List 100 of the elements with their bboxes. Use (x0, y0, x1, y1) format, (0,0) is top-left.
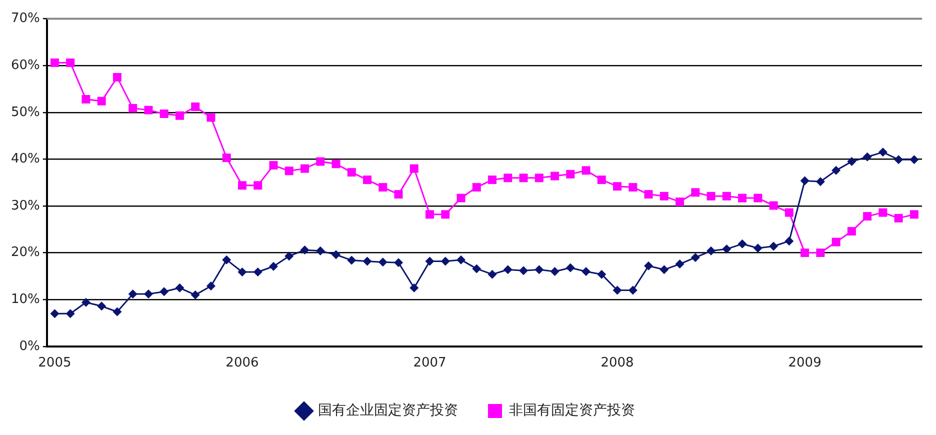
point (690, 252, 700, 262)
point (284, 166, 294, 176)
y-tick-label: 20% (10, 245, 40, 260)
point (144, 289, 153, 298)
point (769, 201, 778, 210)
point (128, 104, 138, 112)
point (456, 194, 466, 202)
point (644, 190, 653, 199)
point (441, 210, 450, 219)
point (347, 168, 356, 177)
point (566, 263, 575, 272)
point (426, 210, 434, 219)
point (878, 208, 888, 217)
point (269, 161, 278, 170)
point (691, 188, 700, 197)
point (582, 166, 590, 175)
point (816, 248, 825, 258)
point (597, 176, 606, 184)
point (238, 181, 246, 190)
point (378, 258, 388, 267)
point (66, 309, 75, 318)
point (534, 265, 544, 274)
point (112, 73, 122, 82)
point (440, 256, 450, 266)
point (534, 174, 544, 182)
point (847, 227, 856, 236)
point (238, 267, 247, 276)
point (206, 113, 216, 122)
point (628, 183, 638, 192)
x-tick-label: 2007 (413, 356, 446, 371)
point (206, 282, 216, 291)
y-tick-label: 50% (10, 104, 40, 120)
point (660, 265, 669, 274)
point (722, 244, 732, 254)
point (284, 252, 294, 261)
point (519, 266, 528, 276)
point (862, 152, 872, 162)
x-tick-label: 2008 (600, 356, 634, 371)
point (363, 176, 372, 184)
point (784, 236, 794, 246)
point (816, 177, 825, 186)
point (738, 239, 747, 248)
y-tick-label: 10% (10, 292, 40, 307)
point (175, 111, 184, 120)
point (456, 255, 466, 264)
point (50, 309, 60, 318)
point (753, 244, 762, 253)
point (316, 246, 325, 256)
point (97, 96, 106, 106)
point (394, 258, 403, 268)
point (472, 264, 482, 274)
point (894, 155, 904, 164)
point (738, 194, 747, 202)
point (675, 260, 684, 269)
point (550, 267, 560, 276)
point (97, 302, 106, 311)
point (613, 182, 622, 191)
point (81, 298, 90, 307)
point (566, 170, 575, 178)
legend-label: 国有企业固定资产投资 (318, 402, 458, 419)
point (628, 286, 638, 295)
point (128, 289, 138, 298)
point (222, 154, 231, 162)
point (832, 166, 841, 175)
point (597, 270, 606, 279)
point (612, 286, 622, 295)
point (425, 256, 434, 266)
y-tick-label: 0% (19, 338, 40, 354)
y-tick-label: 30% (10, 198, 40, 214)
point (300, 245, 310, 254)
point (847, 157, 856, 166)
point (191, 102, 200, 112)
point (769, 242, 778, 251)
point (784, 208, 794, 217)
point (800, 248, 810, 258)
x-tick-label: 2009 (788, 356, 822, 371)
legend-label: 非国有固定资产投资 (509, 402, 635, 419)
point (160, 287, 169, 296)
point (300, 164, 309, 173)
point (503, 265, 512, 274)
point (66, 58, 75, 68)
point (832, 238, 840, 246)
point (190, 290, 200, 300)
point (878, 148, 888, 157)
point (410, 283, 419, 292)
point (800, 176, 810, 186)
point (254, 181, 262, 190)
y-tick-label: 40% (10, 152, 40, 167)
point (362, 256, 372, 266)
point (82, 95, 90, 104)
y-tick-label: 60% (10, 58, 40, 73)
point (331, 250, 340, 260)
point (160, 110, 168, 118)
point (894, 214, 903, 222)
point (706, 246, 716, 256)
point (347, 256, 356, 265)
point (253, 267, 262, 276)
point (144, 106, 153, 114)
point (112, 307, 122, 316)
point (910, 210, 918, 219)
